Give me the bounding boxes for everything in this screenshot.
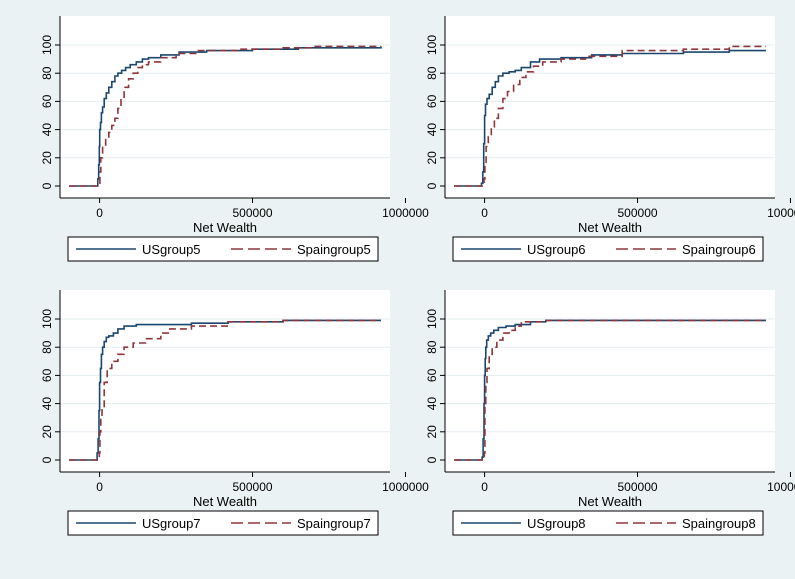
y-tick-label: 20 [425, 425, 439, 439]
y-tick-label: 0 [425, 182, 439, 189]
y-tick-label: 80 [425, 340, 439, 354]
y-tick-label: 100 [425, 35, 439, 55]
x-tick-label: 500000 [618, 206, 658, 220]
plot-region [60, 290, 390, 472]
series-line-USgroup8 [454, 319, 766, 461]
x-tick-label: 1000000 [382, 480, 429, 494]
x-tick-label: 500000 [233, 480, 273, 494]
y-tick-label: 40 [425, 397, 439, 411]
x-tick-label: 0 [96, 480, 103, 494]
y-tick-label: 40 [40, 123, 54, 137]
legend-label: USgroup7 [142, 516, 201, 531]
y-tick-label: 100 [425, 309, 439, 329]
y-tick-label: 100 [40, 309, 54, 329]
y-tick-label: 80 [40, 340, 54, 354]
plot-region [445, 16, 775, 198]
series-line-Spaingroup7 [69, 319, 381, 461]
x-tick-label: 500000 [618, 480, 658, 494]
y-tick-label: 80 [425, 66, 439, 80]
legend-label: USgroup5 [142, 242, 201, 257]
series-line-Spaingroup5 [69, 45, 381, 187]
legend-label: Spaingroup8 [682, 516, 756, 531]
legend-label: Spaingroup5 [297, 242, 371, 257]
legend-label: USgroup6 [527, 242, 586, 257]
legend-label: Spaingroup7 [297, 516, 371, 531]
y-tick-label: 0 [425, 456, 439, 463]
y-tick-label: 60 [425, 94, 439, 108]
legend: USgroup5 Spaingroup5 [67, 236, 379, 262]
y-tick-label: 40 [425, 123, 439, 137]
y-tick-label: 20 [40, 425, 54, 439]
y-tick-label: 0 [40, 182, 54, 189]
x-axis-label: Net Wealth [578, 494, 642, 509]
y-tick-label: 100 [40, 35, 54, 55]
y-tick-label: 0 [40, 456, 54, 463]
legend: USgroup6 Spaingroup6 [452, 236, 764, 262]
y-tick-label: 60 [40, 94, 54, 108]
y-tick-label: 20 [425, 151, 439, 165]
x-tick-label: 1000000 [767, 480, 795, 494]
x-axis-label: Net Wealth [193, 220, 257, 235]
y-tick-label: 80 [40, 66, 54, 80]
plot-region [60, 16, 390, 198]
y-tick-label: 60 [40, 368, 54, 382]
series-line-Spaingroup6 [454, 45, 766, 187]
legend-label: Spaingroup6 [682, 242, 756, 257]
series-line-Spaingroup8 [454, 319, 766, 461]
x-axis-label: Net Wealth [193, 494, 257, 509]
x-tick-label: 500000 [233, 206, 273, 220]
legend-label: USgroup8 [527, 516, 586, 531]
legend: USgroup7 Spaingroup7 [67, 510, 379, 536]
x-axis-label: Net Wealth [578, 220, 642, 235]
y-tick-label: 60 [425, 368, 439, 382]
legend: USgroup8 Spaingroup8 [452, 510, 764, 536]
x-tick-label: 0 [481, 480, 488, 494]
y-tick-label: 40 [40, 397, 54, 411]
x-tick-label: 0 [96, 206, 103, 220]
y-tick-label: 20 [40, 151, 54, 165]
x-tick-label: 0 [481, 206, 488, 220]
series-line-USgroup7 [69, 319, 381, 461]
x-tick-label: 1000000 [382, 206, 429, 220]
x-tick-label: 1000000 [767, 206, 795, 220]
plot-region [445, 290, 775, 472]
